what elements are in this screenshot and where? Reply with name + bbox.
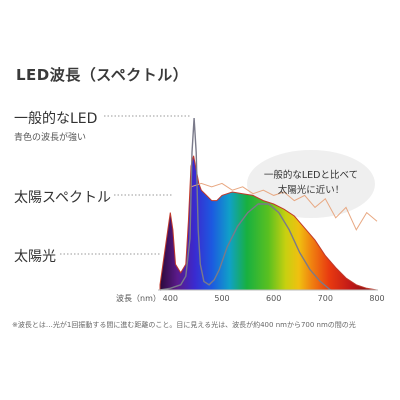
footnote: ※波長とは…光が1回振動する間に進む距離のこと。目に見える光は、波長が約400 …	[12, 321, 356, 329]
x-axis-label: 波長（nm）	[116, 293, 161, 303]
label-led: 一般的なLED	[14, 111, 98, 127]
speech-bubble	[247, 150, 375, 218]
series-sunlight-line	[190, 182, 378, 231]
label-sunlight: 太陽光	[14, 249, 56, 265]
x-tick-label-500: 500	[214, 294, 229, 303]
bubble-line-2: 太陽光に近い！	[277, 185, 345, 196]
x-tick-label-600: 600	[266, 294, 281, 303]
label-led-subtitle: 青色の波長が強い	[14, 133, 87, 143]
bubble-line-1: 一般的なLEDと比べて	[263, 170, 359, 181]
x-tick-label-400: 400	[163, 294, 178, 303]
page-title: LED波長（スペクトル）	[16, 66, 189, 84]
x-axis-ticks: 400 500 600 700 800	[163, 294, 385, 303]
x-tick-label-700: 700	[318, 294, 333, 303]
series-sun-spectrum-area	[159, 155, 378, 291]
x-tick-label-800: 800	[369, 294, 384, 303]
series-led-line	[159, 117, 331, 291]
speech-bubble-text: 一般的なLEDと比べて 太陽光に近い！	[256, 168, 366, 198]
label-sun-spectrum: 太陽スペクトル	[14, 190, 112, 206]
